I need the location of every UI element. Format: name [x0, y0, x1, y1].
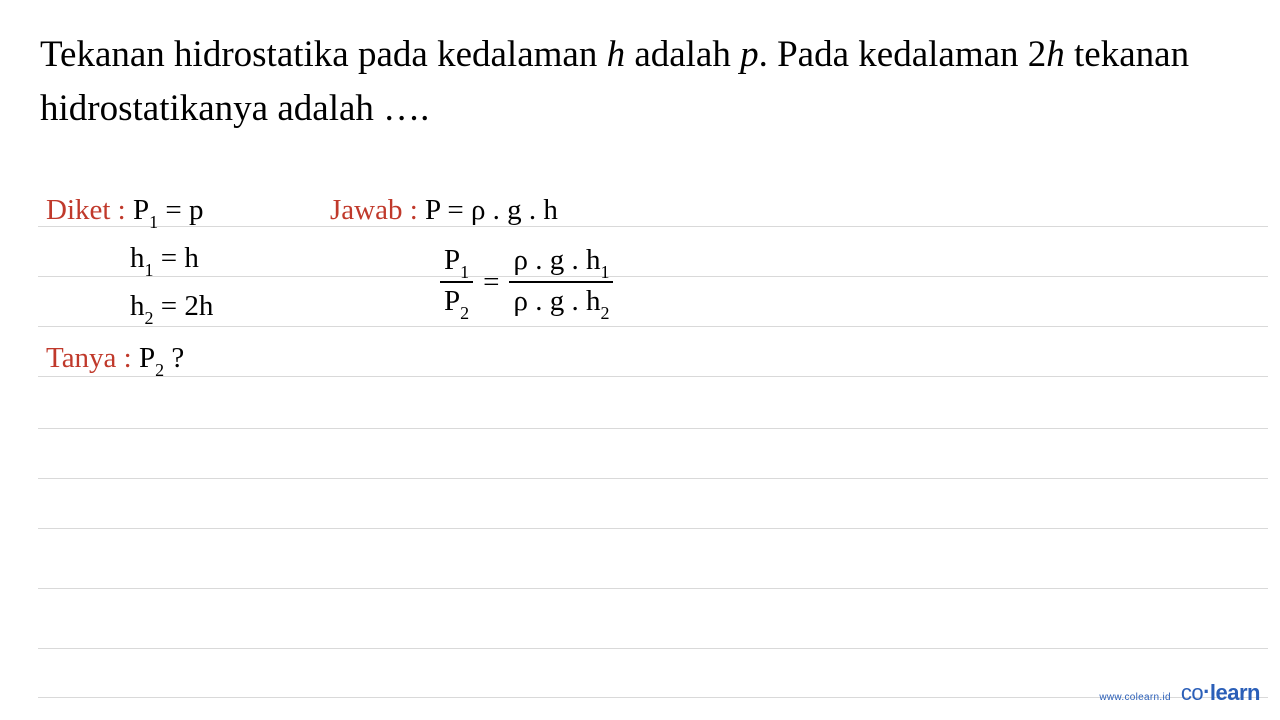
q-text-1: Tekanan hidrostatika pada kedalaman — [40, 34, 607, 75]
tanya-label: Tanya : — [46, 342, 132, 374]
brand-post: learn — [1210, 680, 1260, 705]
rl-num-sub: 1 — [460, 262, 469, 282]
rule-line — [38, 697, 1268, 698]
diket-line-2: h1 = h — [130, 242, 199, 279]
rl-num-a: P — [444, 244, 460, 276]
rr-num-a: ρ . g . h — [513, 244, 600, 276]
jawab-label: Jawab : — [330, 194, 418, 226]
diket2-rhs: = h — [153, 242, 198, 274]
brand-pre: co — [1181, 680, 1203, 705]
q-var-p: p — [740, 34, 759, 75]
diket3-lhs: h — [130, 290, 145, 322]
tanya-sub: 2 — [155, 360, 164, 380]
q-text-3: . Pada kedalaman 2 — [759, 34, 1047, 75]
jawab-line: Jawab : P = ρ . g . h — [330, 194, 558, 227]
diket3-rhs: = 2h — [153, 290, 213, 322]
ratio-right-num: ρ . g . h1 — [509, 242, 613, 281]
diket1-sub: 1 — [149, 212, 158, 232]
diket1-rhs: = p — [158, 194, 203, 226]
watermark-url: www.colearn.id — [1099, 692, 1170, 703]
watermark-brand: co·learn — [1181, 680, 1260, 706]
rule-line — [38, 588, 1268, 589]
ratio-equation: P1 P2 = ρ . g . h1 ρ . g . h2 — [440, 242, 613, 322]
rule-line — [38, 428, 1268, 429]
diket2-lhs: h — [130, 242, 145, 274]
rr-den-sub: 2 — [600, 303, 609, 323]
diket-line-3: h2 = 2h — [130, 290, 213, 327]
tanya-line: Tanya : P2 ? — [46, 342, 184, 379]
tanya-lhs: P — [139, 342, 155, 374]
diket2-sub: 1 — [145, 260, 154, 280]
watermark: www.colearn.id co·learn — [1099, 680, 1260, 706]
rule-line — [38, 226, 1268, 227]
diket-line-1: Diket : P1 = p — [46, 194, 203, 231]
ratio-right-den: ρ . g . h2 — [509, 283, 613, 322]
rule-line — [38, 528, 1268, 529]
diket-label: Diket : — [46, 194, 126, 226]
ratio-left-fraction: P1 P2 — [440, 242, 473, 322]
equals-sign: = — [483, 266, 499, 299]
brand-dot: · — [1203, 679, 1210, 704]
rl-den-sub: 2 — [460, 303, 469, 323]
diket1-lhs: P — [133, 194, 149, 226]
ratio-left-den: P2 — [440, 283, 473, 322]
tanya-rhs: ? — [164, 342, 184, 374]
rule-line — [38, 648, 1268, 649]
jawab-formula: P = ρ . g . h — [425, 194, 558, 226]
q-var-h2: h — [1046, 34, 1065, 75]
rule-line — [38, 326, 1268, 327]
rl-den-a: P — [444, 285, 460, 317]
rule-line — [38, 478, 1268, 479]
rule-line — [38, 276, 1268, 277]
rr-den-a: ρ . g . h — [513, 285, 600, 317]
diket3-sub: 2 — [145, 308, 154, 328]
problem-statement: Tekanan hidrostatika pada kedalaman h ad… — [0, 0, 1280, 153]
rule-line — [38, 376, 1268, 377]
q-var-h: h — [607, 34, 626, 75]
rr-num-sub: 1 — [600, 262, 609, 282]
ratio-left-num: P1 — [440, 242, 473, 281]
work-area: Diket : P1 = p h1 = h h2 = 2h Tanya : P2… — [0, 182, 1280, 720]
ratio-right-fraction: ρ . g . h1 ρ . g . h2 — [509, 242, 613, 322]
q-text-2: adalah — [625, 34, 740, 75]
